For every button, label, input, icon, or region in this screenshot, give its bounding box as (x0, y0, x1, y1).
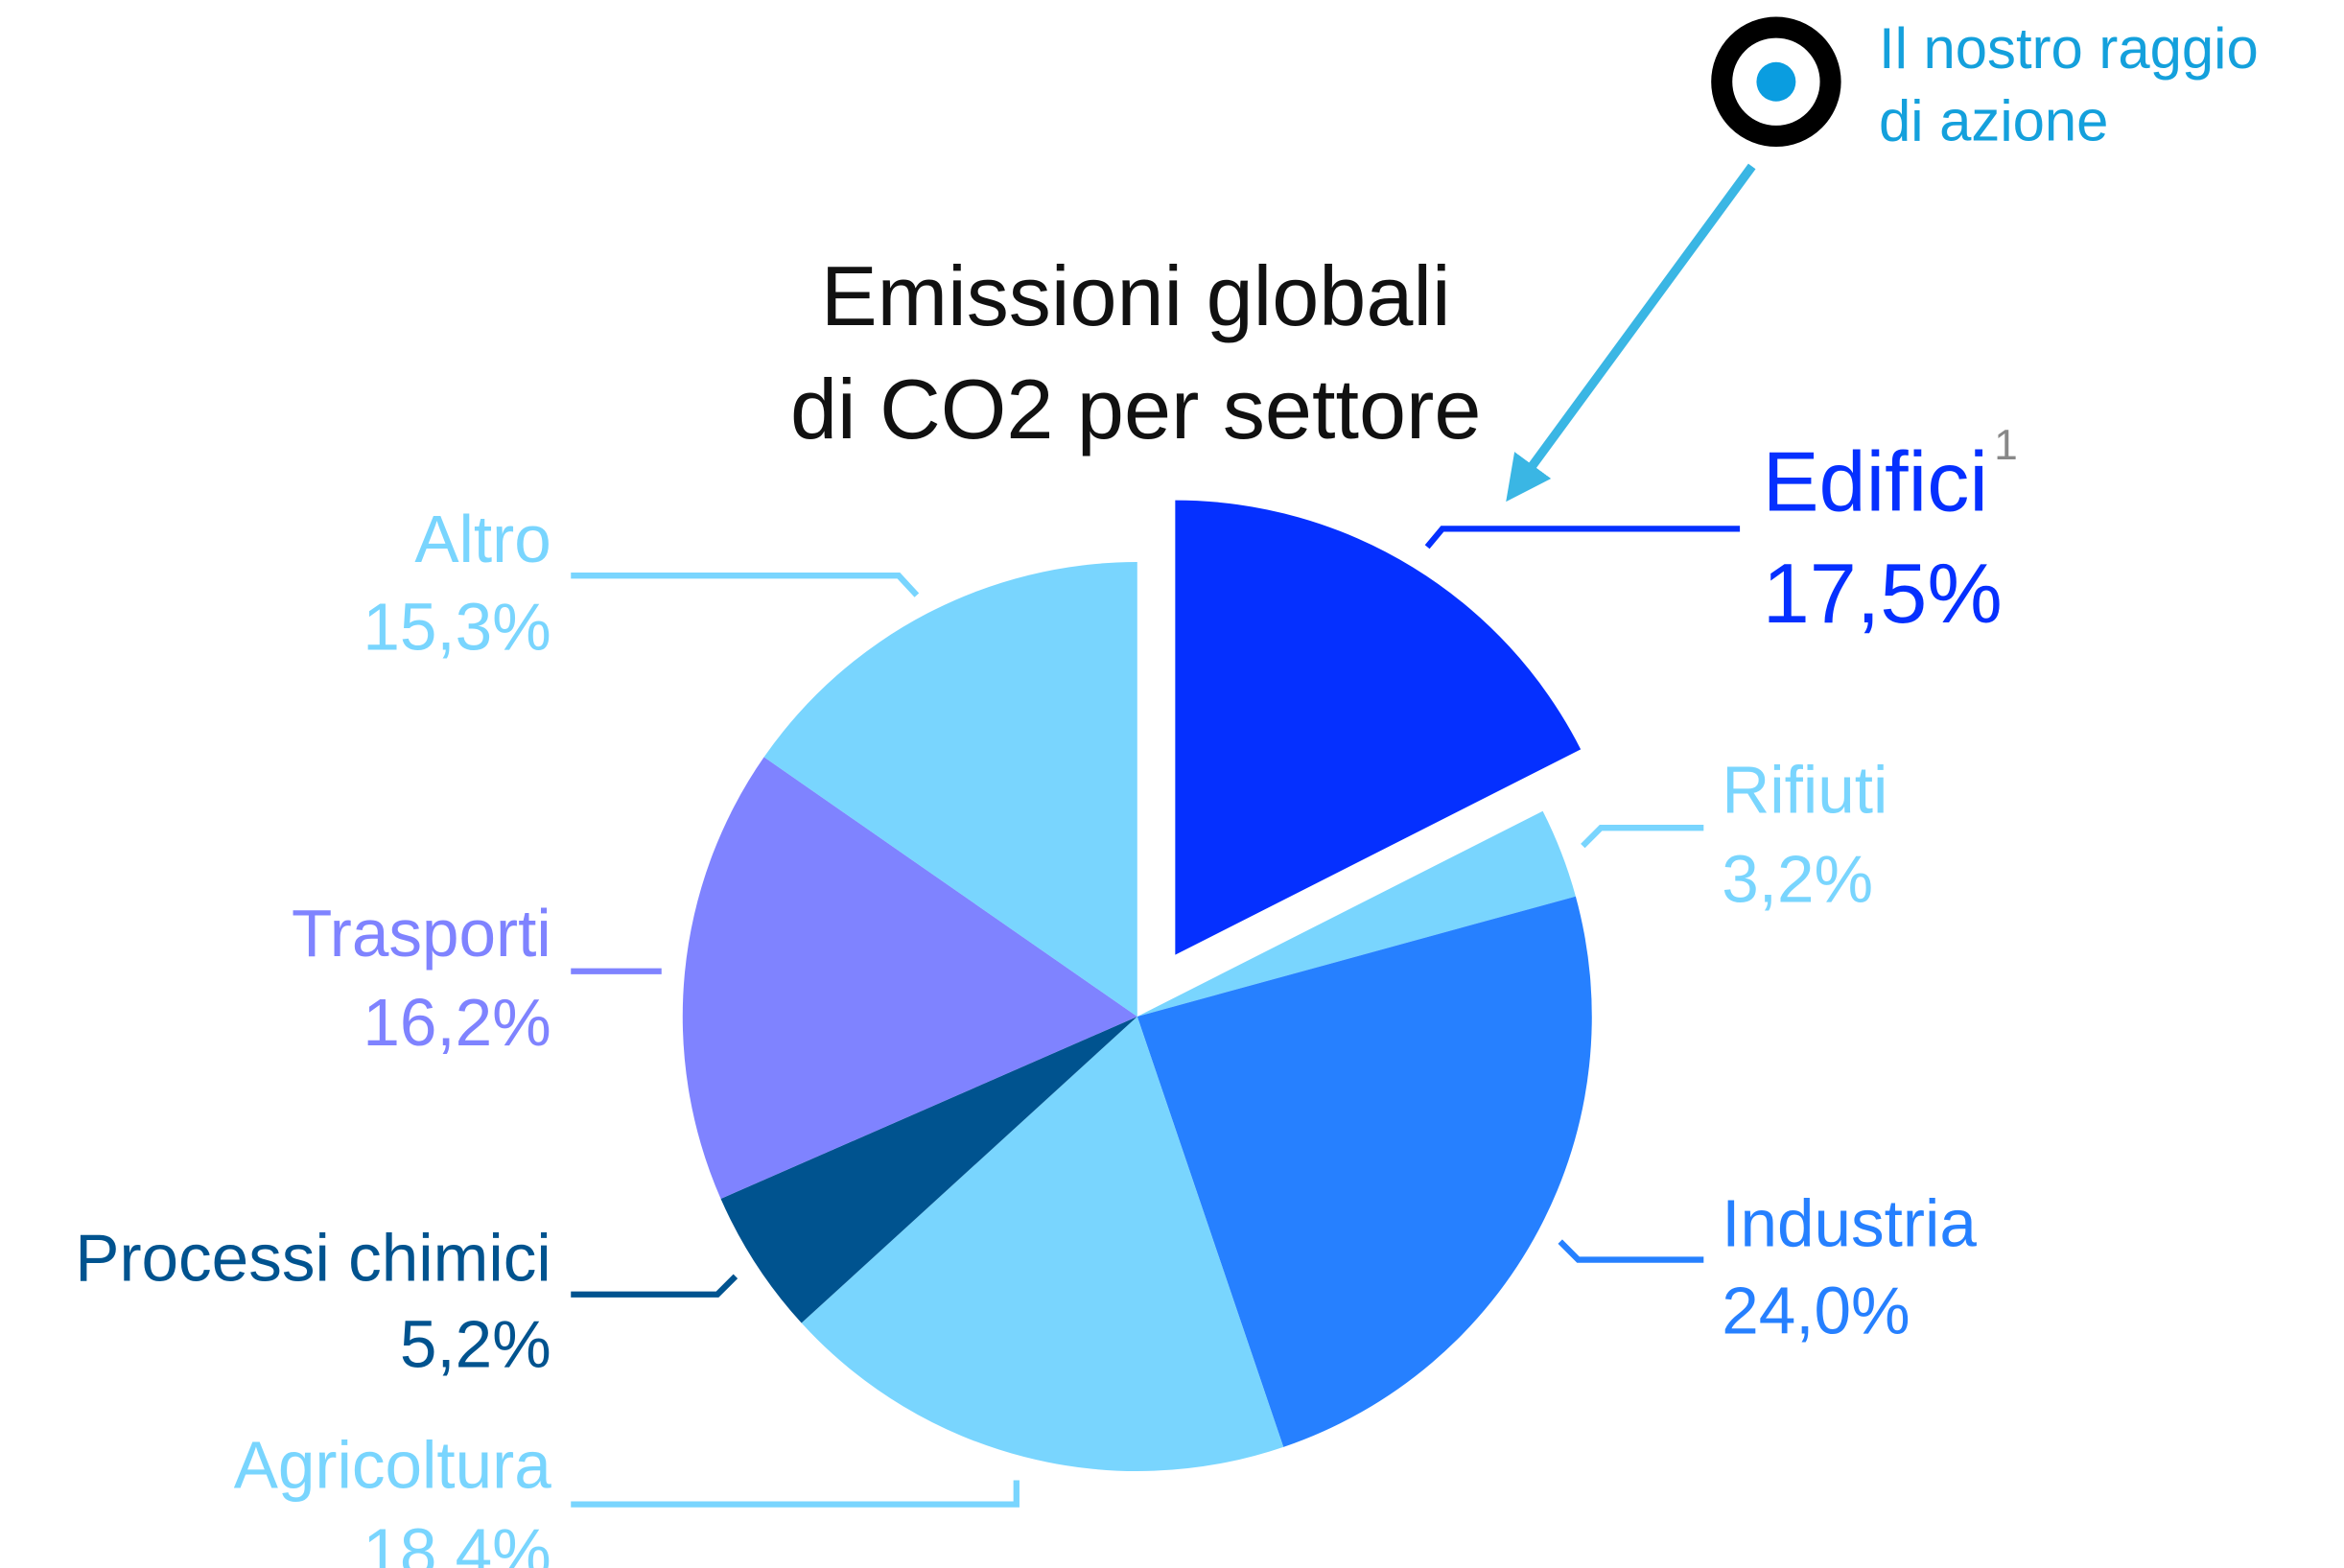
slice-label: Rifiuti (1722, 752, 1887, 827)
chart-title: Emissioni globali (821, 248, 1451, 343)
pie-slice (1137, 896, 1592, 1447)
pie-slice (1137, 810, 1576, 1018)
slice-label: Edifici (1763, 433, 1988, 528)
slice-value-label: 18,4% (363, 1515, 551, 1568)
slice-label: Processi chimici (75, 1221, 551, 1296)
leader-line (571, 1274, 738, 1298)
slice-value-label: 15,3% (363, 589, 551, 664)
annotation: di azione (1879, 89, 2108, 153)
legend-icon (1711, 16, 1841, 147)
leader-line (571, 1480, 1020, 1508)
slice-value-label: 3,2% (1722, 841, 1873, 916)
pie-slice (682, 757, 1137, 1199)
annotation: Il nostro raggio (1879, 16, 2259, 81)
pie-slice (720, 1017, 1137, 1323)
footnote-marker: 1 (1994, 422, 2018, 469)
slice-label: Trasporti (292, 896, 551, 971)
pie-slice (1175, 500, 1582, 955)
chart-title: di CO2 per settore (790, 362, 1481, 456)
slice-value-label: 16,2% (363, 985, 551, 1060)
slice-label: Industria (1722, 1185, 1977, 1260)
leader-line (1581, 825, 1704, 849)
pie-slice (763, 562, 1137, 1018)
pie-slice (801, 1017, 1284, 1472)
slice-value-label: 5,2% (400, 1306, 551, 1381)
leader-line (1424, 526, 1741, 550)
slice-value-label: 24,0% (1722, 1274, 1910, 1348)
legend-icon-dot (1756, 61, 1796, 102)
slice-label: Agricoltura (234, 1427, 552, 1502)
slice-label: Altro (414, 502, 551, 576)
annotation-arrow (1506, 163, 1756, 503)
leader-line (571, 573, 920, 597)
slice-value-label: 17,5% (1763, 546, 2003, 641)
leader-line (1558, 1239, 1704, 1263)
